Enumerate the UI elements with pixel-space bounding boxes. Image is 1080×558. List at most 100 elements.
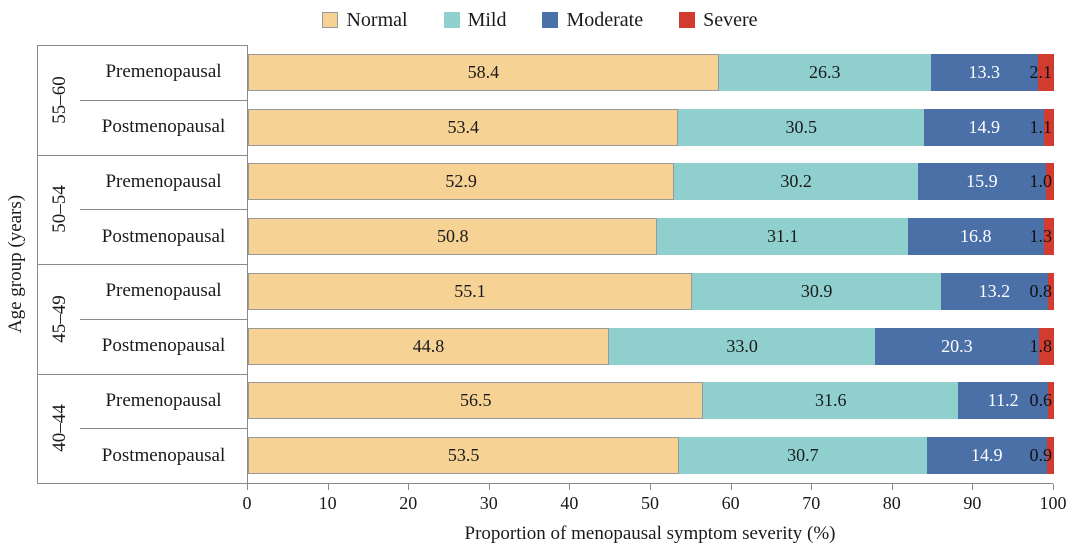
row-label-postmenopausal: Postmenopausal — [101, 335, 226, 357]
bar-value-label: 58.4 — [467, 61, 500, 82]
bar-value-label: 16.8 — [960, 226, 992, 247]
bar-segment-normal: 44.8 — [248, 327, 610, 365]
x-axis-tick-label: 40 — [560, 493, 579, 513]
bar-value-label: 30.9 — [800, 280, 833, 301]
bar-segment-moderate: 20.3 — [875, 327, 1039, 365]
legend-label: Normal — [346, 9, 408, 31]
stacked-bar: 56.5 31.6 11.2 0.6 — [248, 382, 1054, 420]
x-axis-tick-label: 90 — [963, 493, 982, 513]
bar-value-label: 26.3 — [808, 61, 841, 82]
bar-segment-severe — [1048, 382, 1054, 420]
x-axis-tick — [327, 484, 329, 490]
row-label-premenopausal: Premenopausal — [105, 389, 222, 411]
group-box-top-border — [37, 264, 247, 265]
bar-segment-moderate: 11.2 — [958, 382, 1049, 420]
legend-item-normal: Normal — [322, 9, 408, 31]
bar-segment-severe — [1044, 108, 1054, 146]
legend-swatch-icon — [322, 12, 339, 28]
severe-value-label: 1.3 — [1029, 226, 1053, 247]
bar-segment-normal: 53.5 — [248, 437, 680, 475]
age-group-label: 55–60 — [48, 76, 70, 124]
severe-value-label: 1.1 — [1029, 116, 1053, 137]
bar-value-label: 53.4 — [447, 116, 479, 137]
bar-value-label: 30.7 — [787, 445, 819, 466]
bar-segment-severe — [1038, 327, 1054, 365]
bar-value-label: 13.3 — [968, 61, 1001, 82]
bar-value-label: 52.9 — [445, 171, 477, 192]
bar-segment-moderate: 15.9 — [917, 163, 1046, 201]
bar-value-label: 20.3 — [941, 335, 973, 356]
x-axis-tick — [811, 484, 813, 490]
bar-value-label: 53.5 — [447, 445, 480, 466]
bar-value-label: 13.2 — [978, 280, 1011, 301]
bar-value-label: 30.5 — [785, 116, 818, 137]
bar-segment-mild: 26.3 — [718, 53, 931, 91]
x-axis-tick-label: 30 — [479, 493, 498, 513]
bar-value-label: 31.6 — [814, 390, 847, 411]
severe-value-label: 0.6 — [1029, 390, 1053, 411]
row-label-postmenopausal: Postmenopausal — [101, 444, 226, 466]
legend-swatch-icon — [542, 12, 559, 28]
group-row-divider — [80, 209, 247, 211]
legend: Normal Mild Moderate Severe — [0, 6, 1080, 34]
bar-value-label: 55.1 — [454, 280, 486, 301]
x-axis-line — [37, 483, 1053, 484]
group-row-divider — [80, 428, 247, 430]
severe-value-label: 1.0 — [1029, 171, 1053, 192]
bar-segment-severe — [1047, 272, 1054, 310]
x-axis-tick — [730, 484, 732, 490]
bar-segment-mild: 30.5 — [678, 108, 925, 146]
bar-segment-severe — [1037, 53, 1054, 91]
legend-swatch-icon — [679, 12, 696, 28]
bar-segment-normal: 55.1 — [248, 272, 693, 310]
bar-value-label: 15.9 — [966, 171, 998, 192]
severe-value-label: 0.9 — [1029, 445, 1053, 466]
bar-segment-mild: 30.9 — [692, 272, 942, 310]
bar-segment-severe — [1046, 437, 1054, 475]
x-axis-tick — [247, 484, 248, 490]
x-axis-tick — [972, 484, 974, 490]
legend-label: Severe — [703, 9, 758, 31]
group-row-divider — [80, 318, 247, 320]
bar-segment-mild: 30.2 — [674, 163, 918, 201]
x-axis-tick-label: 100 — [1039, 493, 1067, 513]
bar-value-label: 31.1 — [767, 226, 799, 247]
bar-segment-moderate: 13.2 — [941, 272, 1048, 310]
group-box-top-border — [37, 154, 247, 156]
severe-value-label: 2.1 — [1029, 61, 1053, 82]
bar-value-label: 11.2 — [987, 390, 1019, 411]
x-axis-tick-label: 20 — [399, 493, 418, 513]
x-axis-tick-label: 0 — [242, 493, 252, 513]
severe-value-label: 1.8 — [1029, 335, 1053, 356]
row-label-postmenopausal: Postmenopausal — [101, 225, 226, 247]
y-axis-title: Age group (years) — [5, 194, 26, 334]
x-axis-tick — [891, 484, 893, 490]
x-axis-tick — [569, 484, 571, 490]
x-axis-tick — [408, 484, 410, 490]
bar-segment-mild: 31.1 — [657, 218, 909, 256]
legend-item-severe: Severe — [679, 9, 758, 31]
group-box-top-border — [37, 45, 247, 46]
legend-label: Moderate — [566, 9, 644, 31]
x-axis-tick — [1053, 484, 1054, 490]
legend-swatch-icon — [443, 12, 460, 28]
bar-value-label: 14.9 — [968, 116, 1001, 137]
bar-segment-moderate: 16.8 — [908, 218, 1044, 256]
legend-label: Mild — [467, 9, 507, 31]
bar-segment-normal: 50.8 — [248, 218, 658, 256]
bar-value-label: 50.8 — [436, 226, 469, 247]
bar-segment-severe — [1045, 163, 1054, 201]
group-row-divider — [80, 99, 247, 101]
age-group-label: 40–44 — [48, 404, 70, 453]
age-group-label: 45–49 — [48, 295, 70, 343]
bar-segment-normal: 58.4 — [248, 53, 719, 91]
bar-value-label: 30.2 — [780, 171, 812, 192]
row-label-premenopausal: Premenopausal — [105, 61, 222, 83]
bar-value-label: 14.9 — [970, 445, 1003, 466]
x-axis-tick — [488, 484, 490, 490]
legend-item-moderate: Moderate — [542, 10, 643, 30]
x-axis-tick-label: 70 — [802, 493, 821, 513]
bar-segment-severe — [1043, 218, 1054, 256]
stacked-bar: 50.8 31.1 16.8 1.3 — [248, 218, 1054, 256]
